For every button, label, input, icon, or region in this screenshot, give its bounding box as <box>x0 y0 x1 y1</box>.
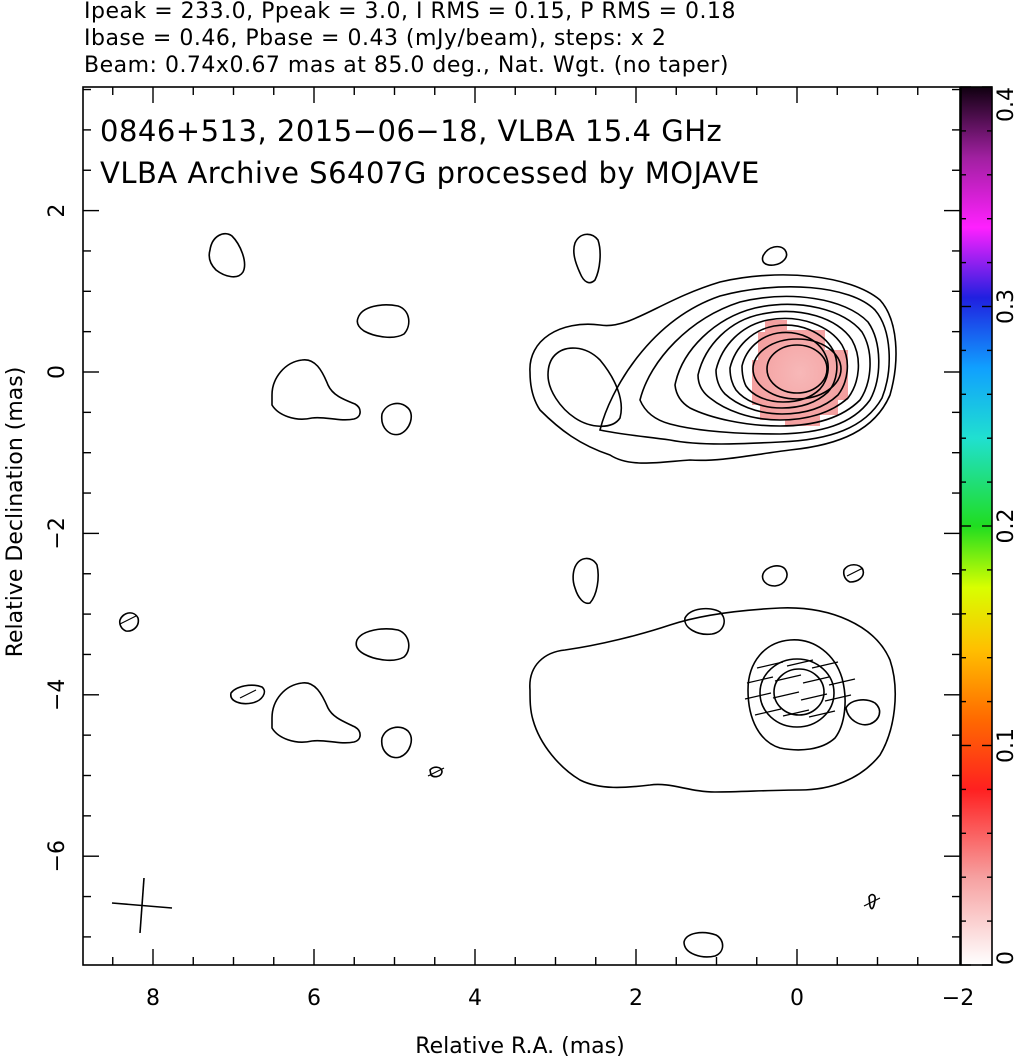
axis-tick-labels: 8 6 4 2 0 −2 2 0 −2 −4 −6 <box>45 204 974 1011</box>
evpa-vector <box>846 567 864 577</box>
contour-10 <box>766 344 828 394</box>
x-tick-label: 4 <box>468 986 482 1011</box>
contour-3 <box>639 295 880 435</box>
plot-frame <box>82 86 961 966</box>
evpa-vector <box>786 659 814 667</box>
evpa-vector <box>756 661 784 669</box>
header-line-3: Beam: 0.74x0.67 mas at 85.0 deg., Nat. W… <box>84 53 729 78</box>
lower-island-6 <box>271 682 361 744</box>
lower-island-8 <box>230 684 266 705</box>
lower-island-7 <box>380 726 412 759</box>
x-tick-label: 2 <box>629 986 643 1011</box>
contour-9 <box>752 338 842 400</box>
lower-contour-3 <box>759 658 835 728</box>
evpa-vector <box>744 692 772 700</box>
evpa-vector <box>119 615 137 625</box>
y-tick-label: 0 <box>45 365 70 379</box>
island-1 <box>208 232 246 278</box>
contour-2 <box>599 286 890 445</box>
island-5 <box>271 359 361 421</box>
x-tick-label: 6 <box>307 986 321 1011</box>
evpa-vector <box>782 709 810 717</box>
evpa-vector <box>772 691 800 699</box>
upper-contours <box>208 232 897 464</box>
evpa-vector <box>239 689 257 699</box>
lower-island-1 <box>684 607 725 636</box>
beam-cross <box>111 877 173 934</box>
evpa-vector <box>811 661 839 669</box>
lower-island-3 <box>761 565 788 587</box>
evpa-vector <box>800 693 828 701</box>
plot-title-line-2: VLBA Archive S6407G processed by MOJAVE <box>100 156 760 190</box>
lower-island-9 <box>118 612 140 632</box>
evpa-vectors <box>119 567 881 907</box>
colorbar-tick-label: 0.4 <box>994 87 1019 122</box>
lower-island-10 <box>429 766 443 778</box>
x-axis-label: Relative R.A. (mas) <box>415 1034 624 1059</box>
contour-5 <box>697 310 860 421</box>
lower-contour-2 <box>747 639 846 751</box>
colorbar-tick-label: 0.2 <box>994 509 1019 544</box>
island-3 <box>761 245 788 266</box>
x-tick-label: −2 <box>942 986 974 1011</box>
colorbar-tick-labels: 0 0.1 0.2 0.3 0.4 <box>994 87 1019 965</box>
evpa-vector <box>828 678 856 686</box>
plot-title-line-1: 0846+513, 2015−06−18, VLBA 15.4 GHz <box>100 114 722 148</box>
colorbar-tick-label: 0 <box>994 951 1019 965</box>
colorbar-tick-label: 0.1 <box>994 728 1019 763</box>
x-tick-label: 8 <box>146 986 160 1011</box>
island-2 <box>573 233 601 284</box>
evpa-vector <box>746 676 774 684</box>
contour-4 <box>674 303 871 427</box>
evpa-vector <box>754 708 782 716</box>
lower-contour-4 <box>773 668 825 716</box>
header-line-2: Ibase = 0.46, Pbase = 0.43 (mJy/beam), s… <box>84 26 667 51</box>
lower-contour-knot <box>845 699 881 726</box>
lower-island-2 <box>572 557 599 605</box>
lower-contour-outer <box>529 607 896 793</box>
y-tick-label: −6 <box>45 840 70 872</box>
jet-knot-contour <box>547 347 623 428</box>
contour-8 <box>741 331 829 403</box>
y-tick-label: −2 <box>45 517 70 549</box>
y-axis-label: Relative Declination (mas) <box>3 367 28 658</box>
contour-7 <box>729 324 838 409</box>
evpa-vector <box>774 674 802 682</box>
evpa-vector <box>808 710 836 718</box>
axis-ticks <box>83 87 960 965</box>
polarization-fill <box>752 320 848 426</box>
island-6 <box>380 402 412 436</box>
y-tick-label: −4 <box>45 679 70 711</box>
lower-island-5 <box>355 628 410 662</box>
evpa-vector <box>863 897 881 907</box>
lower-island-4 <box>842 563 865 583</box>
colorbar-tick-label: 0.3 <box>994 289 1019 324</box>
evpa-vector <box>427 767 445 777</box>
lower-island-11 <box>683 931 724 958</box>
evpa-vector <box>824 694 852 702</box>
evpa-vector <box>802 676 830 684</box>
contour-outer <box>529 274 897 464</box>
island-4 <box>356 304 410 339</box>
header-line-1: Ipeak = 233.0, Ppeak = 3.0, I RMS = 0.15… <box>84 0 736 24</box>
contour-6 <box>715 317 849 415</box>
y-tick-label: 2 <box>45 204 70 218</box>
lower-contours <box>118 557 896 958</box>
x-tick-label: 0 <box>790 986 804 1011</box>
colorbar-ticks <box>961 86 992 966</box>
